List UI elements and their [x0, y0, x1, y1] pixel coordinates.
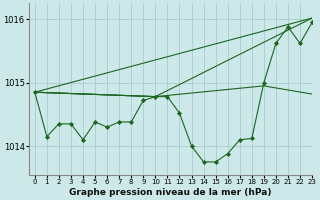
- X-axis label: Graphe pression niveau de la mer (hPa): Graphe pression niveau de la mer (hPa): [69, 188, 272, 197]
